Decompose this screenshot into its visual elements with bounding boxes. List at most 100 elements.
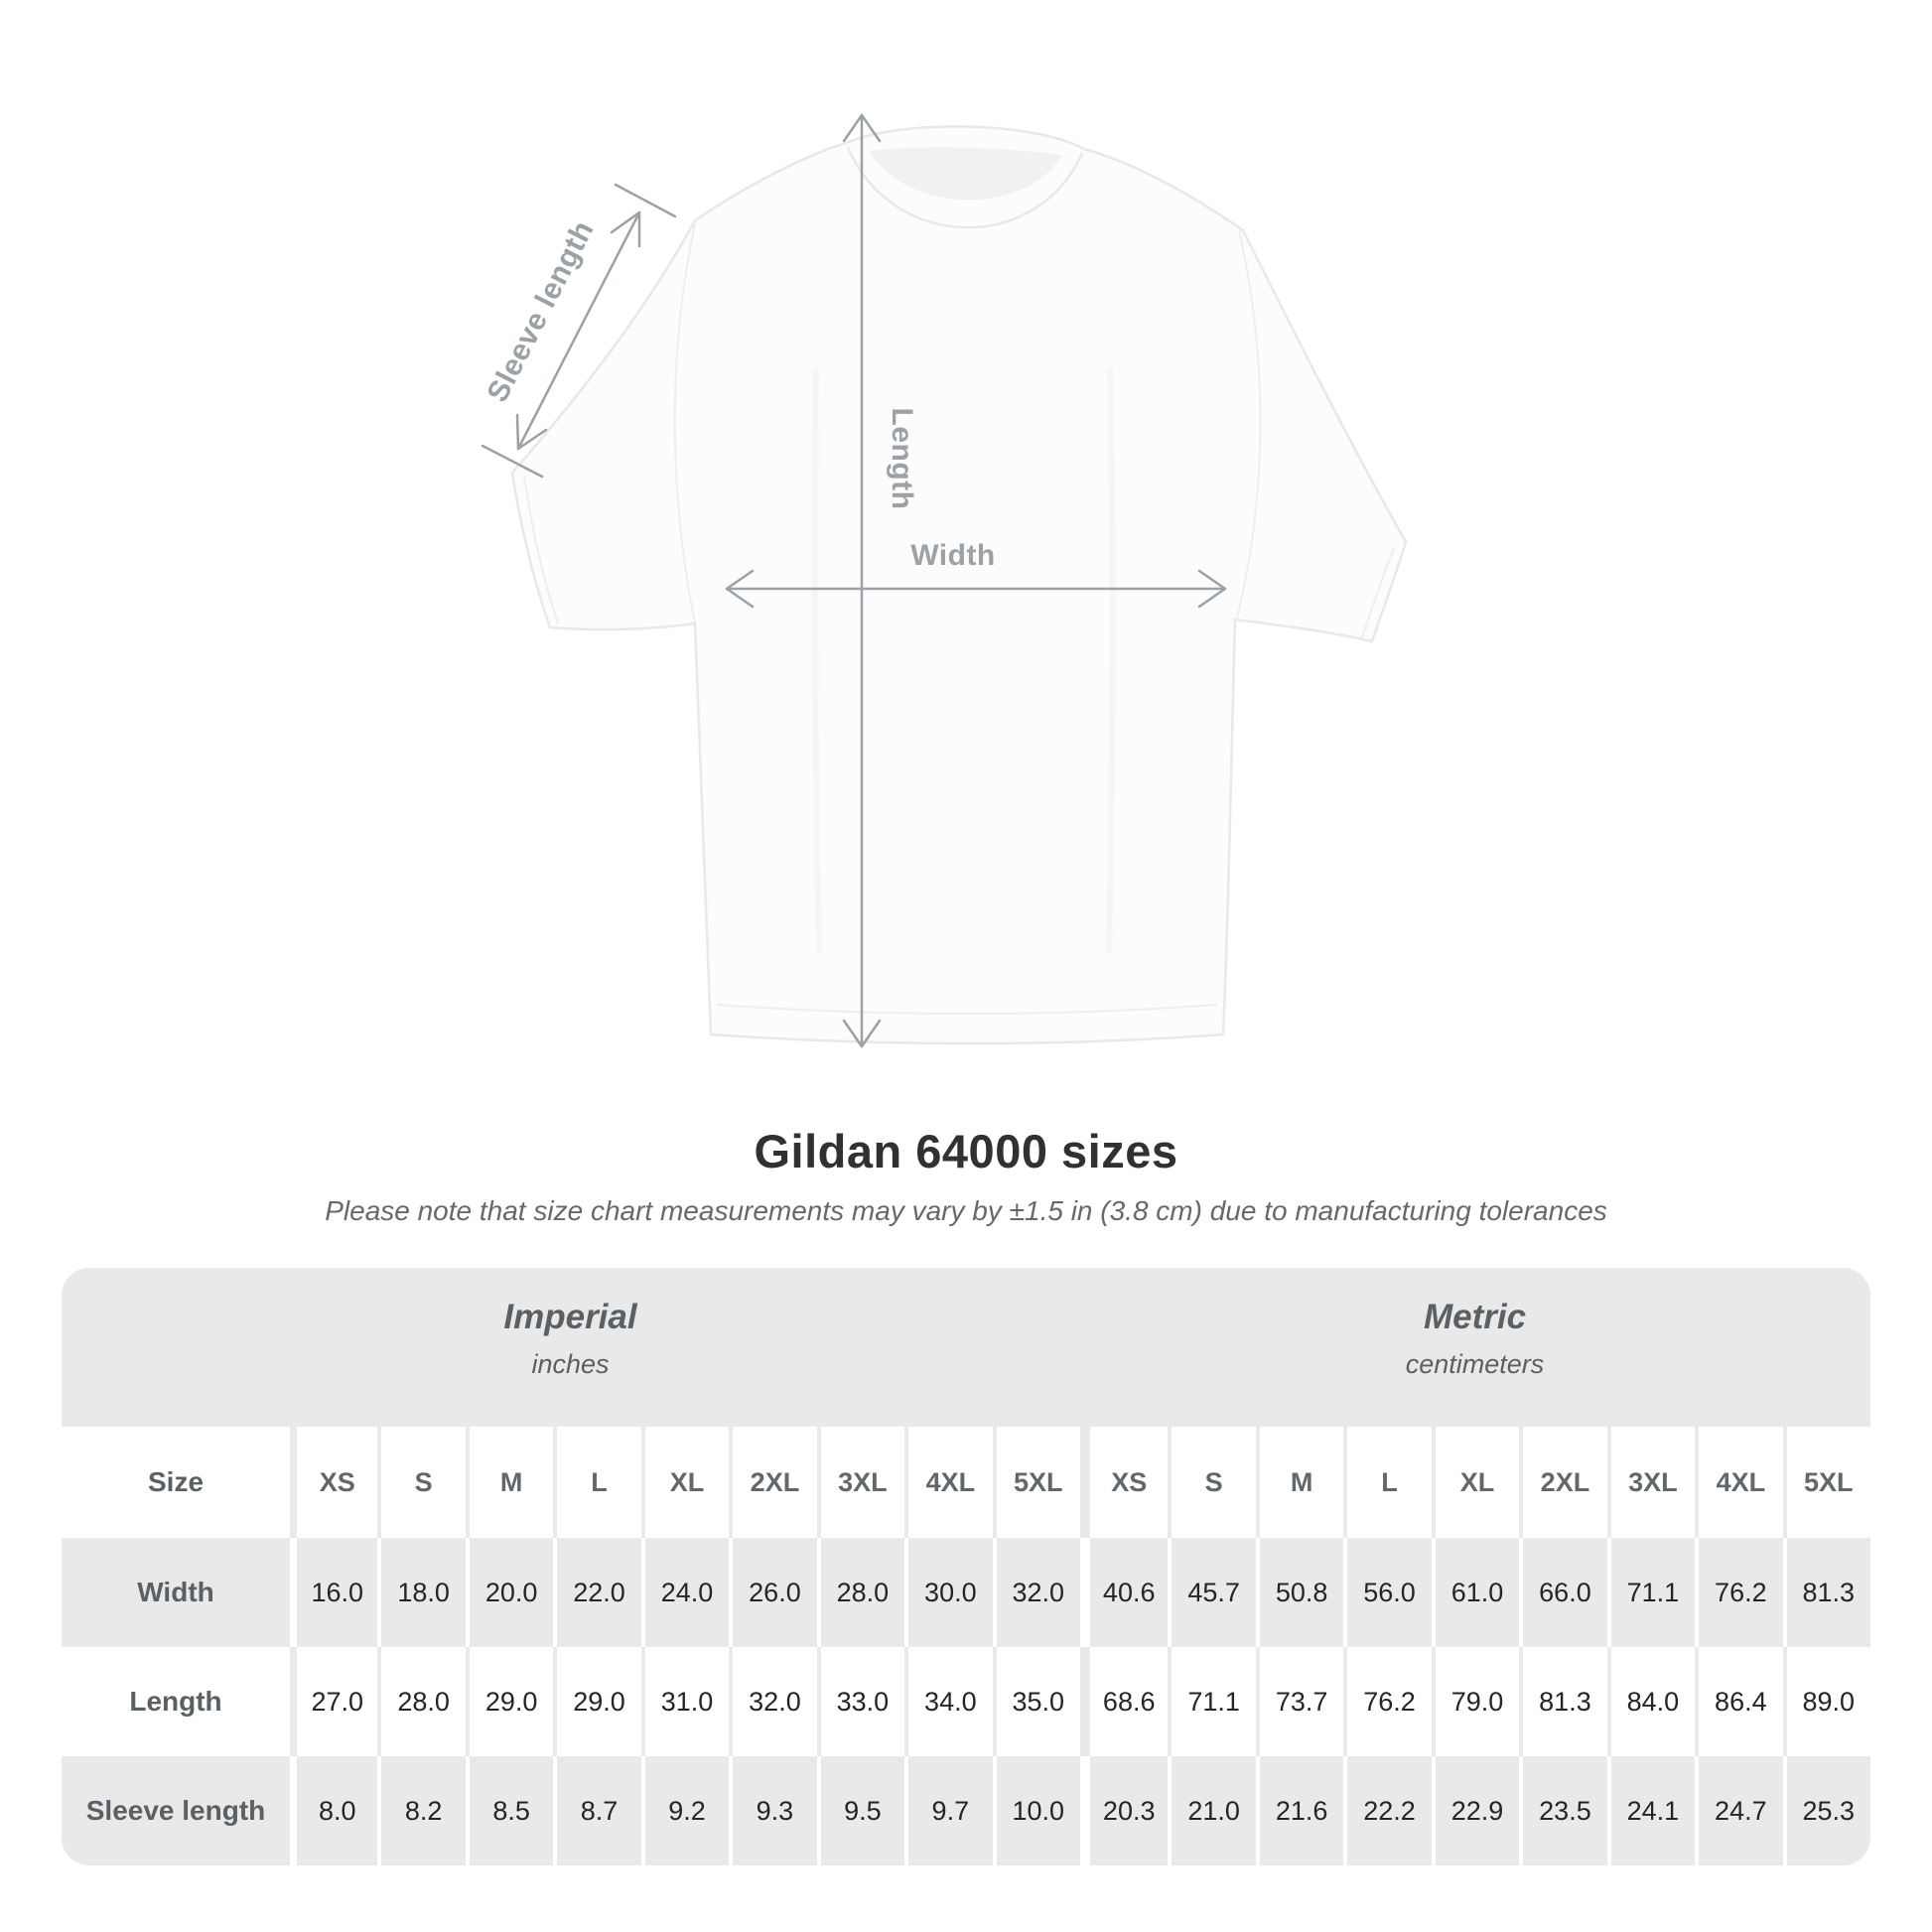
value-cell: 31.0 [640, 1647, 730, 1756]
size-col-imperial-4xl: 4XL [904, 1427, 993, 1538]
value-cell: 50.8 [1255, 1538, 1343, 1647]
value-cell: 22.2 [1343, 1756, 1431, 1865]
size-col-metric-xs: XS [1079, 1427, 1169, 1538]
size-col-metric-5xl: 5XL [1782, 1427, 1870, 1538]
left-cuff-stitch [523, 476, 559, 624]
value-cell: 8.2 [377, 1756, 465, 1865]
length-arrow [842, 113, 882, 1048]
row-label: Width [137, 1577, 214, 1607]
tshirt-diagram [481, 113, 1408, 1048]
value-cell: 22.9 [1431, 1756, 1519, 1865]
imperial-unit-label: inches [531, 1349, 610, 1379]
value-cell: 34.0 [904, 1647, 993, 1756]
size-grid: Size XS S M L XL 2XL 3XL 4XL 5XL XS S M L XL 2XL 3XL 4XL 5… [62, 1427, 1870, 1865]
value-cell: 8.5 [465, 1756, 553, 1865]
value-cell: 66.0 [1519, 1538, 1606, 1647]
metric-group-header: Metric centimeters [1079, 1268, 1870, 1427]
value-cell: 8.7 [553, 1756, 640, 1865]
hem-stitch [716, 1004, 1218, 1015]
measurement-row-sleeve-length: Sleeve length 8.0 8.2 8.5 8.7 9.2 9.3 9.5 9.7 10.… [62, 1756, 1870, 1865]
right-cuff-stitch [1361, 547, 1395, 638]
value-cell: 9.7 [904, 1756, 992, 1865]
value-cell: 25.3 [1782, 1756, 1870, 1865]
size-col-imperial-xs: XS [290, 1427, 378, 1538]
right-sleeve-seam [1236, 229, 1262, 619]
fold-shade-left [812, 366, 822, 954]
value-cell: 8.0 [290, 1756, 377, 1865]
value-cell: 71.1 [1168, 1647, 1256, 1756]
collar-seam [846, 146, 1084, 229]
value-cell: 23.5 [1519, 1756, 1606, 1865]
value-cell: 24.1 [1606, 1756, 1695, 1865]
width-dimension-label: Width [910, 539, 996, 572]
value-cell: 28.0 [377, 1647, 466, 1756]
page-title: Gildan 64000 sizes [754, 1125, 1178, 1177]
sleeve-length-arrow [481, 183, 677, 479]
size-col-metric-l: L [1343, 1427, 1432, 1538]
value-cell: 18.0 [377, 1538, 465, 1647]
value-cell: 61.0 [1431, 1538, 1519, 1647]
size-col-imperial-m: M [465, 1427, 554, 1538]
size-col-imperial-l: L [553, 1427, 641, 1538]
size-col-metric-xl: XL [1431, 1427, 1520, 1538]
value-cell: 29.0 [553, 1647, 641, 1756]
tshirt-graphic [510, 125, 1408, 1045]
value-cell: 81.3 [1519, 1647, 1607, 1756]
value-cell: 89.0 [1782, 1647, 1870, 1756]
value-cell: 21.6 [1255, 1756, 1343, 1865]
size-col-imperial-3xl: 3XL [816, 1427, 905, 1538]
value-cell: 9.2 [640, 1756, 729, 1865]
value-cell: 10.0 [992, 1756, 1080, 1865]
unit-header: Imperial inches Metric centimeters [62, 1268, 1870, 1427]
dimension-annotations [481, 113, 1227, 1048]
value-cell: 76.2 [1695, 1538, 1782, 1647]
size-col-metric-m: M [1255, 1427, 1344, 1538]
value-cell: 84.0 [1606, 1647, 1696, 1756]
size-col-imperial-5xl: 5XL [992, 1427, 1080, 1538]
value-cell: 35.0 [992, 1647, 1080, 1756]
metric-label: Metric [1423, 1298, 1527, 1336]
value-cell: 16.0 [290, 1538, 377, 1647]
size-header-row: Size XS S M L XL 2XL 3XL 4XL 5XL XS S M L XL 2XL 3XL 4XL 5… [62, 1427, 1870, 1538]
value-cell: 30.0 [904, 1538, 992, 1647]
fold-shade-right [1106, 366, 1116, 954]
size-col-imperial-2xl: 2XL [729, 1427, 817, 1538]
row-label: Sleeve length [85, 1795, 266, 1826]
value-cell: 22.0 [553, 1538, 640, 1647]
size-table-panel: Imperial inches Metric centimeters Size X… [62, 1268, 1870, 1865]
value-cell: 32.0 [729, 1647, 817, 1756]
measurement-row-width: Width 16.0 18.0 20.0 22.0 24.0 26.0 28.0 30.0 32.… [62, 1538, 1870, 1647]
value-cell: 24.7 [1695, 1756, 1782, 1865]
value-cell: 73.7 [1255, 1647, 1344, 1756]
value-cell: 81.3 [1782, 1538, 1870, 1647]
neck-opening [870, 147, 1062, 201]
metric-unit-label: centimeters [1405, 1349, 1545, 1379]
value-cell: 40.6 [1079, 1538, 1168, 1647]
value-cell: 26.0 [729, 1538, 816, 1647]
value-cell: 24.0 [640, 1538, 729, 1647]
measurement-row-length: Length 27.0 28.0 29.0 29.0 31.0 32.0 33.0 34.0 35… [62, 1647, 1870, 1756]
value-cell: 33.0 [816, 1647, 905, 1756]
value-cell: 9.3 [729, 1756, 816, 1865]
value-cell: 68.6 [1079, 1647, 1169, 1756]
size-col-metric-3xl: 3XL [1606, 1427, 1696, 1538]
row-label: Length [62, 1647, 290, 1756]
left-sleeve-seam [673, 223, 696, 624]
tolerance-note: Please note that size chart measurements… [325, 1195, 1607, 1226]
value-cell: 86.4 [1695, 1647, 1783, 1756]
size-col-metric-2xl: 2XL [1519, 1427, 1607, 1538]
value-cell: 32.0 [992, 1538, 1080, 1647]
imperial-label: Imperial [503, 1298, 637, 1336]
value-cell: 76.2 [1343, 1647, 1432, 1756]
size-col-imperial-xl: XL [640, 1427, 730, 1538]
value-cell: 79.0 [1431, 1647, 1520, 1756]
value-cell: 45.7 [1168, 1538, 1255, 1647]
value-cell: 27.0 [290, 1647, 378, 1756]
tshirt-silhouette [510, 125, 1408, 1045]
size-col-metric-s: S [1168, 1427, 1256, 1538]
width-arrow [725, 569, 1227, 609]
value-cell: 21.0 [1168, 1756, 1255, 1865]
size-column-header: Size [62, 1427, 290, 1538]
value-cell: 56.0 [1343, 1538, 1431, 1647]
